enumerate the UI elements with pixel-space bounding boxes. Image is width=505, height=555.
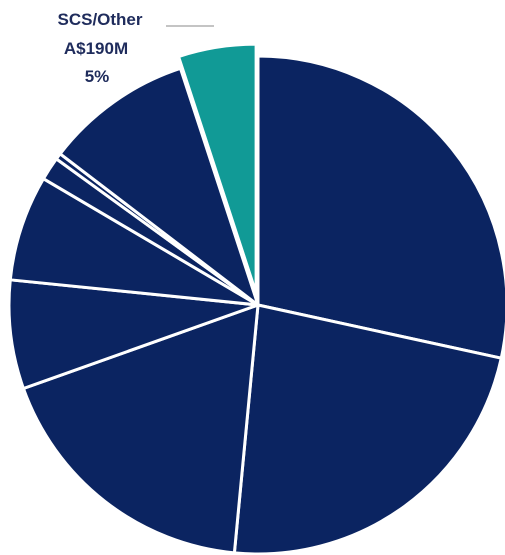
callout-percent: 5% (85, 67, 110, 86)
pie-slice-5 (8, 177, 260, 307)
scs-other-callout: SCS/Other A$190M 5% (57, 10, 214, 86)
callout-amount: A$190M (64, 39, 128, 58)
callout-name: SCS/Other (57, 10, 142, 29)
pie-slice-8 (58, 66, 260, 307)
pie-slice-1 (256, 54, 505, 360)
pie-slice-3 (21, 303, 260, 555)
pie-slice-4 (7, 278, 260, 391)
pie-slices (7, 42, 505, 555)
pie-slice-2 (232, 303, 503, 555)
pie-slice-scs-other (177, 42, 258, 295)
